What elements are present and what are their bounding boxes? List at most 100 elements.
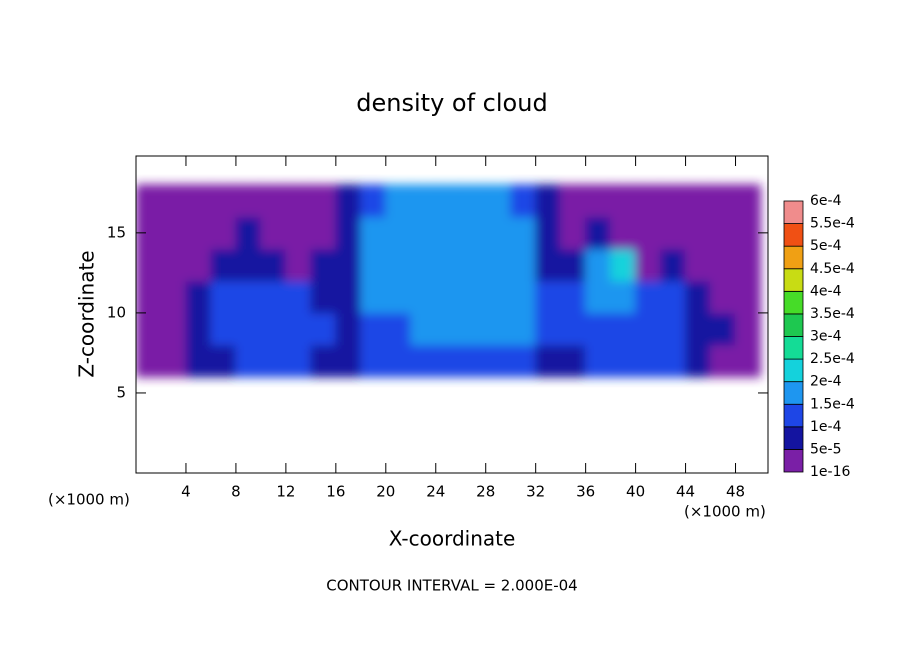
contour-cell [435, 216, 462, 250]
contour-cell [710, 184, 737, 218]
colorbar-box [783, 426, 804, 450]
x-tick-label: 44 [676, 483, 695, 501]
contour-cell [185, 248, 212, 282]
contour-cell [735, 248, 762, 282]
contour-cell [660, 280, 687, 314]
contour-cell [410, 248, 437, 282]
colorbar-label: 3e-4 [810, 329, 842, 345]
contour-cell [710, 216, 737, 250]
colorbar-label: 5e-4 [810, 238, 842, 254]
contour-cell [235, 344, 262, 378]
contour-cell [335, 184, 362, 218]
contour-cell [435, 248, 462, 282]
colorbar-label: 5e-5 [810, 441, 841, 457]
contour-cell [185, 344, 212, 378]
colorbar-label: 2.5e-4 [810, 351, 855, 367]
contour-cell [610, 248, 637, 282]
x-tick-label: 32 [526, 483, 545, 501]
contour-cell [385, 216, 412, 250]
contour-cell [235, 248, 262, 282]
contour-cell [585, 280, 612, 314]
contour-cell [360, 344, 387, 378]
contour-cell [510, 248, 537, 282]
contour-cell [385, 280, 412, 314]
contour-cell [136, 344, 162, 378]
contour-cell [485, 344, 512, 378]
contour-cell [260, 184, 287, 218]
contour-cell [485, 184, 512, 218]
contour-cell [285, 344, 312, 378]
contour-cell [160, 216, 187, 250]
colorbar-box [783, 313, 804, 337]
contour-cell [385, 184, 412, 218]
contour-cell [460, 248, 487, 282]
contour-cell [410, 344, 437, 378]
contour-cell [460, 312, 487, 346]
contour-cell [335, 344, 362, 378]
contour-cell [585, 248, 612, 282]
contour-cell [660, 216, 687, 250]
contour-cell [335, 312, 362, 346]
colorbar-box [783, 290, 804, 315]
x-tick-label: 24 [426, 483, 445, 501]
contour-cell [735, 344, 762, 378]
x-tick-label: 8 [231, 483, 241, 501]
contour-cell [285, 184, 312, 218]
contour-cell [160, 184, 187, 218]
x-tick-label: 4 [181, 483, 191, 501]
contour-cell [685, 184, 712, 218]
colorbar-box [783, 336, 804, 360]
contour-cell [585, 216, 612, 250]
x-tick-label: 20 [376, 483, 395, 501]
contour-cell [260, 312, 287, 346]
cells [136, 184, 762, 378]
contour-cell [460, 216, 487, 250]
contour-cell [635, 312, 662, 346]
contour-cell [310, 248, 337, 282]
contour-cell [710, 248, 737, 282]
contour-cell [460, 184, 487, 218]
x-tick-label: 40 [626, 483, 645, 501]
contour-cell [360, 216, 387, 250]
contour-cell [335, 248, 362, 282]
contour-cell [710, 344, 737, 378]
contour-cell [160, 280, 187, 314]
contour-cell [610, 280, 637, 314]
contour-cell [235, 280, 262, 314]
colorbar-label: 4.5e-4 [810, 261, 855, 277]
contour-cell [410, 280, 437, 314]
contour-cell [235, 216, 262, 250]
colorbar-label: 3.5e-4 [810, 306, 855, 322]
contour-cell [360, 280, 387, 314]
contour-cell [485, 216, 512, 250]
contour-cell [310, 280, 337, 314]
contour-cell [410, 184, 437, 218]
colorbar-box [783, 449, 804, 473]
contour-cell [160, 248, 187, 282]
colorbar-box [783, 223, 804, 247]
x-unit: (×1000 m) [684, 503, 766, 521]
contour-cell [560, 280, 587, 314]
contour-cell [360, 312, 387, 346]
contour-cell [610, 216, 637, 250]
contour-cell [510, 312, 537, 346]
contour-cell [535, 344, 562, 378]
contour-cell [610, 344, 637, 378]
x-tick-label: 16 [326, 483, 345, 501]
contour-cell [260, 280, 287, 314]
contour-cell [735, 280, 762, 314]
contour-cell [260, 216, 287, 250]
contour-cell [310, 312, 337, 346]
contour-cell [410, 312, 437, 346]
contour-cell [435, 280, 462, 314]
colorbar-label: 2e-4 [810, 374, 842, 390]
contour-cell [585, 312, 612, 346]
contour-cell [185, 184, 212, 218]
contour-cell [260, 344, 287, 378]
colorbar-label: 1e-4 [810, 419, 842, 435]
contour-cell [210, 248, 237, 282]
contour-cell [310, 216, 337, 250]
contour-cell [535, 216, 562, 250]
contour-cell [160, 344, 187, 378]
x-tick-label: 48 [726, 483, 745, 501]
